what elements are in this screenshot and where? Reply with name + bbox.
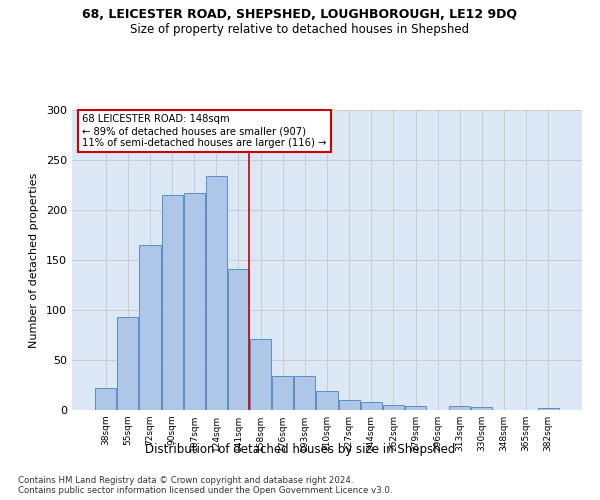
Bar (139, 245, 161, 410)
Bar (316, 391, 338, 410)
Bar (228, 269, 249, 410)
Bar (95, 388, 116, 410)
Bar (206, 176, 227, 410)
Text: Distribution of detached houses by size in Shepshed: Distribution of detached houses by size … (145, 442, 455, 456)
Bar (538, 408, 559, 410)
Bar (449, 406, 470, 410)
Bar (184, 193, 205, 410)
Bar (272, 376, 293, 410)
Bar (405, 406, 426, 410)
Bar (295, 376, 316, 410)
Text: 68, LEICESTER ROAD, SHEPSHED, LOUGHBOROUGH, LE12 9DQ: 68, LEICESTER ROAD, SHEPSHED, LOUGHBOROU… (83, 8, 517, 20)
Bar (361, 402, 382, 410)
Bar (250, 339, 271, 410)
Bar (338, 400, 359, 410)
Text: Contains HM Land Registry data © Crown copyright and database right 2024.
Contai: Contains HM Land Registry data © Crown c… (18, 476, 392, 495)
Bar (118, 317, 139, 410)
Y-axis label: Number of detached properties: Number of detached properties (29, 172, 39, 348)
Bar (472, 407, 493, 410)
Text: Size of property relative to detached houses in Shepshed: Size of property relative to detached ho… (130, 22, 470, 36)
Bar (383, 405, 404, 410)
Text: 68 LEICESTER ROAD: 148sqm
← 89% of detached houses are smaller (907)
11% of semi: 68 LEICESTER ROAD: 148sqm ← 89% of detac… (82, 114, 326, 148)
Bar (161, 195, 182, 410)
